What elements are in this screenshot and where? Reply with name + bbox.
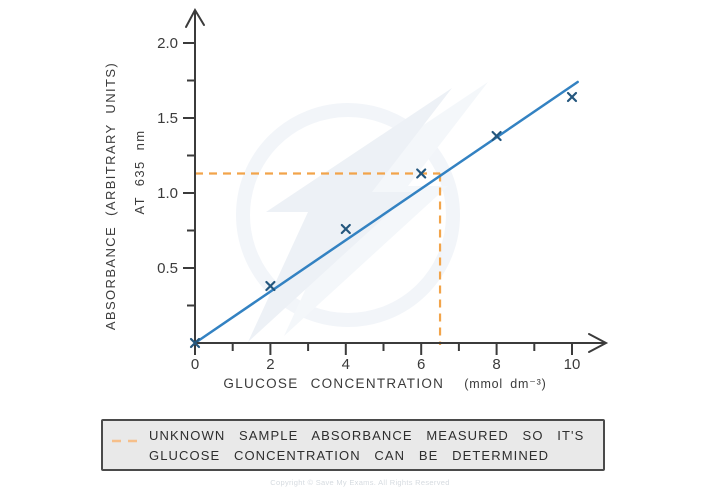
absorbance-vs-glucose-chart: 0 2 4 6 8 10 0.5 1.0 1.5 2.0 bbox=[157, 7, 609, 373]
x-axis-title-text: GLUCOSE CONCENTRATION bbox=[223, 376, 445, 391]
y-tick-label: 1.0 bbox=[157, 185, 178, 202]
y-axis-title-wavelength: AT 635 nm bbox=[132, 129, 147, 215]
x-tick-label: 8 bbox=[492, 356, 500, 373]
x-axis-title: GLUCOSE CONCENTRATION (mmol dm⁻³) bbox=[170, 376, 600, 391]
lightning-bolt-watermark-icon bbox=[248, 88, 452, 342]
y-tick-label: 0.5 bbox=[157, 260, 178, 277]
copyright-notice: Copyright © Save My Exams. All Rights Re… bbox=[270, 478, 450, 487]
legend: UNKNOWN SAMPLE ABSORBANCE MEASURED SO IT… bbox=[101, 419, 605, 471]
watermark-ring-icon bbox=[236, 103, 460, 327]
y-tick-label: 2.0 bbox=[157, 35, 178, 52]
y-axis-arrow-icon bbox=[185, 7, 205, 28]
data-point-marker bbox=[265, 280, 276, 292]
data-point-marker bbox=[491, 130, 502, 142]
x-tick-label: 6 bbox=[417, 356, 425, 373]
x-tick-label: 10 bbox=[564, 356, 581, 373]
x-axis-arrow-icon bbox=[588, 333, 609, 353]
data-point-marker bbox=[340, 223, 351, 235]
x-tick-label: 0 bbox=[191, 356, 199, 373]
x-tick-label: 2 bbox=[266, 356, 274, 373]
best-fit-line bbox=[193, 80, 579, 345]
y-axis-title: ABSORBANCE (ARBITRARY UNITS) bbox=[103, 61, 118, 331]
x-tick-label: 4 bbox=[342, 356, 350, 373]
orange-dashed-line-swatch-icon bbox=[112, 439, 142, 443]
legend-line-2: GLUCOSE CONCENTRATION CAN BE DETERMINED bbox=[149, 448, 550, 463]
data-point-marker bbox=[566, 91, 578, 103]
data-point-marker bbox=[416, 168, 427, 179]
legend-line-1: UNKNOWN SAMPLE ABSORBANCE MEASURED SO IT… bbox=[149, 428, 585, 443]
legend-text: UNKNOWN SAMPLE ABSORBANCE MEASURED SO IT… bbox=[149, 426, 584, 466]
x-axis-units: (mmol dm⁻³) bbox=[464, 377, 547, 391]
data-point-marker bbox=[189, 337, 201, 349]
y-tick-label: 1.5 bbox=[157, 110, 178, 127]
